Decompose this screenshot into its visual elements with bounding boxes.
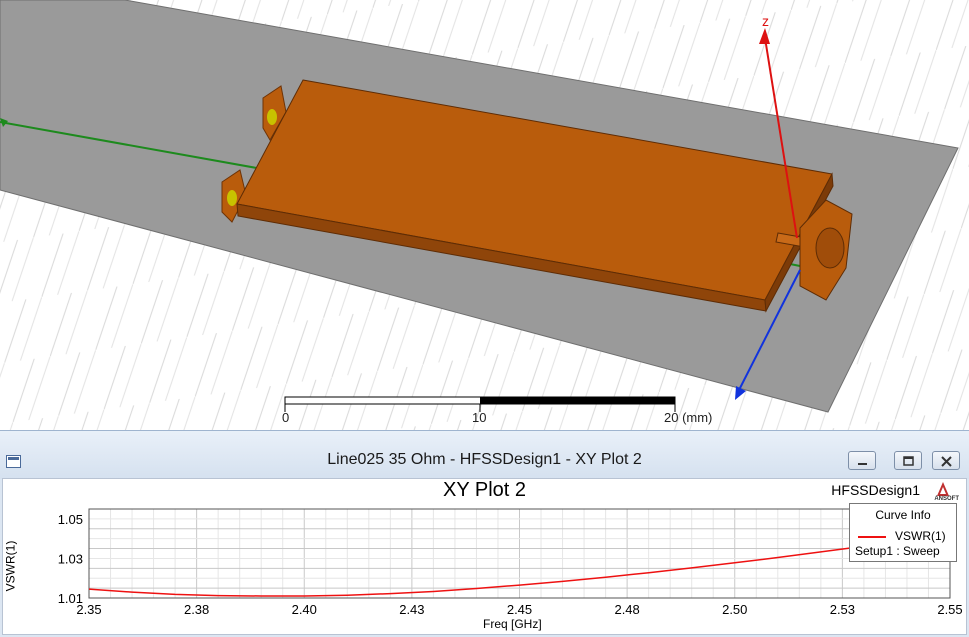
restore-button[interactable] [894,451,922,470]
y-axis-line [0,121,269,171]
legend-swatch [858,536,886,538]
x-tick-label: 2.40 [292,602,317,617]
x-tick-label: 2.50 [722,602,747,617]
window-title: Line025 35 Ohm - HFSSDesign1 - XY Plot 2 [327,451,642,468]
connector-pin-top [267,109,277,125]
x-tick-label: 2.48 [614,602,639,617]
minimize-button[interactable] [848,451,876,470]
ansoft-logo-text: ANSOFT [934,496,959,502]
window-icon[interactable] [6,455,21,468]
x-tick-label: 2.35 [76,602,101,617]
connector-right-hole [815,227,845,269]
x-axis-line [737,269,801,393]
x-tick-label: 2.38 [184,602,209,617]
minimize-icon [858,463,867,465]
y-axis-label: VSWR(1) [3,540,18,592]
connector-pin-bottom [227,190,237,206]
model-scene: z [0,0,969,430]
x-axis-arrow-icon [735,386,746,400]
chart-ticks: 2.35 2.38 2.40 2.43 2.45 2.48 2.50 2.53 2.55 1.01… [58,512,963,617]
x-tick-label: 2.53 [830,602,855,617]
close-button[interactable] [932,451,960,470]
window-titlebar[interactable]: Line025 35 Ohm - HFSSDesign1 - XY Plot 2 [0,430,969,479]
scale-ruler-fill [480,397,675,404]
ruler-label-0: 0 [282,410,290,425]
y-tick-label: 1.05 [58,512,83,527]
legend-title: Curve Info [875,508,931,522]
xy-plot-window[interactable]: Line025 35 Ohm - HFSSDesign1 - XY Plot 2… [0,430,969,637]
ansoft-logo-icon [937,482,949,496]
y-axis-arrow-icon [0,118,8,127]
x-tick-label: 2.45 [507,602,532,617]
y-tick-label: 1.03 [58,551,83,566]
z-axis-line [764,37,798,239]
plot-canvas[interactable]: XY Plot 2 HFSSDesign1 ANSOFT 2.35 2.38 2.4… [2,478,967,635]
x-tick-label: 2.43 [399,602,424,617]
x-axis-label: Freq [GHz] [483,617,542,631]
series-line-vswr[interactable] [88,533,951,597]
legend-series-name: VSWR(1) [895,529,946,543]
xy-chart: 2.35 2.38 2.40 2.43 2.45 2.48 2.50 2.53 2.55 1.01… [58,508,963,617]
close-icon [941,456,952,467]
z-axis-arrow-icon [759,28,770,44]
legend-setup-name: Setup1 : Sweep [855,544,940,558]
ruler-label-20: 20 (mm) [664,410,713,425]
x-tick-label: 2.55 [937,602,962,617]
plot-title: XY Plot 2 [442,479,527,501]
z-axis-label: z [762,13,769,29]
model-viewport[interactable]: z 0 10 20 (mm) [0,0,969,430]
y-tick-label: 1.01 [58,591,83,606]
ruler-label-10: 10 [472,410,487,425]
design-name: HFSSDesign1 [831,482,920,498]
legend-box[interactable]: Curve Info VSWR(1) Setup1 : Sweep [849,503,957,562]
restore-icon [903,456,914,466]
